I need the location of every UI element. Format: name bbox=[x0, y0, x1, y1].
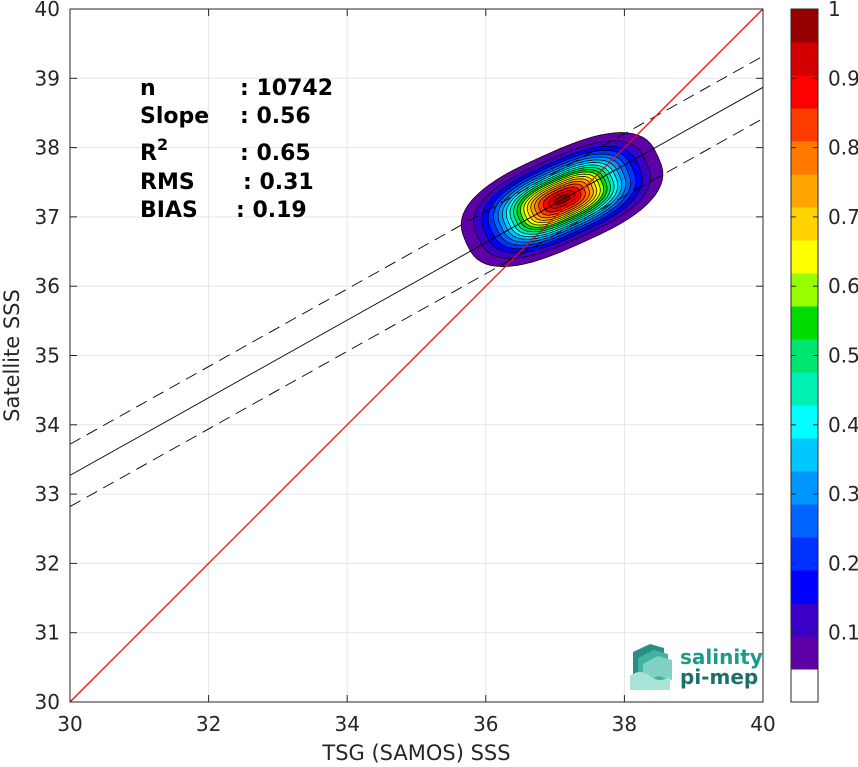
y-tick-label: 32 bbox=[35, 551, 60, 575]
colorbar-segment bbox=[791, 240, 818, 274]
y-tick-label: 31 bbox=[35, 621, 60, 645]
colorbar-tick-label: 0.4 bbox=[828, 413, 858, 437]
colorbar-segment bbox=[791, 141, 818, 175]
y-tick-label: 39 bbox=[35, 66, 60, 90]
colorbar-segment bbox=[791, 207, 818, 241]
colorbar: 0.1 0.2 0.3 0.4 0.5 0.6 0.7 0.8 0.9 1 bbox=[790, 0, 858, 703]
stat-value: : 10742 bbox=[240, 76, 333, 101]
axis-ticks: 30 32 34 36 38 40 30 31 32 33 34 35 36 37 38 39 40 bbox=[35, 0, 776, 736]
y-tick-label: 36 bbox=[35, 274, 60, 298]
stat-label: Slope bbox=[140, 104, 209, 129]
colorbar-tick-label: 0.8 bbox=[828, 136, 858, 160]
colorbar-segment bbox=[791, 603, 818, 637]
salinity-pi-mep-logo: salinity pi-mep bbox=[630, 644, 763, 690]
colorbar-tick-label: 0.6 bbox=[828, 274, 858, 298]
stat-label: BIAS bbox=[140, 198, 198, 223]
colorbar-tick-label: 0.2 bbox=[828, 551, 858, 575]
reference-lines bbox=[69, 8, 764, 703]
identity-line bbox=[69, 8, 764, 703]
colorbar-segment bbox=[791, 405, 818, 439]
y-tick-label: 30 bbox=[35, 690, 60, 714]
colorbar-segment bbox=[791, 372, 818, 406]
colorbar-tick-label: 0.7 bbox=[828, 205, 858, 229]
colorbar-segment bbox=[791, 174, 818, 208]
stat-value: : 0.31 bbox=[243, 170, 314, 195]
colorbar-segment bbox=[791, 570, 818, 604]
x-tick-label: 36 bbox=[473, 712, 498, 736]
x-tick-label: 32 bbox=[196, 712, 221, 736]
colorbar-segment bbox=[791, 537, 818, 571]
colorbar-tick-label: 1 bbox=[828, 0, 841, 21]
y-tick-label: 37 bbox=[35, 205, 60, 229]
y-tick-label: 33 bbox=[35, 482, 60, 506]
colorbar-tick-label: 0.9 bbox=[828, 66, 858, 90]
logo-text-salinity: salinity bbox=[680, 645, 763, 669]
stat-value: : 0.56 bbox=[240, 104, 311, 129]
colorbar-segment bbox=[791, 75, 818, 109]
stats-box: n : 10742 Slope : 0.56 R2 : 0.65 RMS : 0.31 BIAS… bbox=[140, 76, 333, 223]
colorbar-segment bbox=[791, 273, 818, 307]
colorbar-segment bbox=[791, 108, 818, 142]
x-tick-label: 38 bbox=[612, 712, 637, 736]
colorbar-segment bbox=[791, 438, 818, 472]
colorbar-tick-label: 0.3 bbox=[828, 482, 858, 506]
stat-value: : 0.65 bbox=[240, 141, 311, 166]
y-tick-label: 38 bbox=[35, 136, 60, 160]
colorbar-tick-label: 0.1 bbox=[828, 621, 858, 645]
stat-value: : 0.19 bbox=[236, 198, 307, 223]
colorbar-tick-label: 0.5 bbox=[828, 344, 858, 368]
colorbar-segment bbox=[791, 9, 818, 43]
x-tick-label: 40 bbox=[750, 712, 775, 736]
x-tick-label: 34 bbox=[334, 712, 359, 736]
colorbar-segment bbox=[791, 42, 818, 76]
regression-line bbox=[70, 86, 763, 476]
logo-text-pi-mep: pi-mep bbox=[680, 665, 758, 689]
y-axis-label: Satellite SSS bbox=[0, 289, 24, 422]
y-tick-label: 40 bbox=[35, 0, 60, 21]
x-axis-label: TSG (SAMOS) SSS bbox=[321, 741, 510, 765]
y-tick-label: 34 bbox=[35, 413, 60, 437]
logo-waves-icon bbox=[630, 644, 672, 690]
stat-label: RMS bbox=[140, 170, 195, 195]
x-tick-label: 30 bbox=[57, 712, 82, 736]
colorbar-segment bbox=[791, 471, 818, 505]
stat-label: n bbox=[140, 76, 156, 101]
stat-label: R2 bbox=[140, 135, 168, 166]
colorbar-segment bbox=[791, 306, 818, 340]
y-tick-label: 35 bbox=[35, 344, 60, 368]
colorbar-segment bbox=[791, 636, 818, 670]
colorbar-segment bbox=[791, 669, 818, 703]
colorbar-segment bbox=[791, 504, 818, 538]
